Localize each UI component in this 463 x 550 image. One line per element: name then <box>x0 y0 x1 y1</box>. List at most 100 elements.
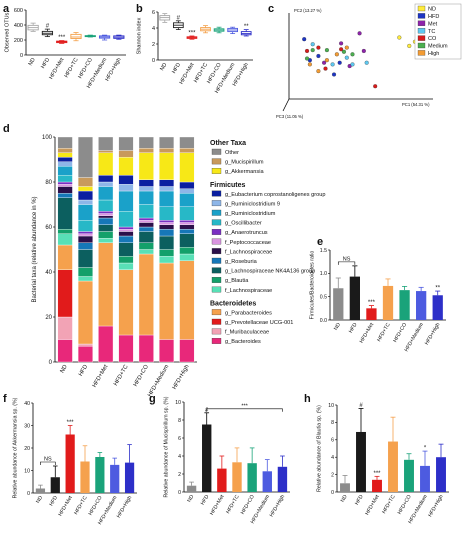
x-tick-label: HFD+High <box>269 494 286 518</box>
stack-segment <box>98 217 114 225</box>
y-tick-label: 20 <box>45 315 52 321</box>
legend-swatch <box>211 257 222 264</box>
stack-segment <box>159 152 175 180</box>
scatter-point <box>316 69 321 74</box>
legend-swatch <box>211 158 222 165</box>
bar <box>124 462 135 493</box>
bar <box>277 466 288 492</box>
bar <box>110 464 120 493</box>
significance-mark: *** <box>373 471 381 477</box>
legend-group-title: Other Taxa <box>210 140 246 147</box>
stack-segment <box>138 152 154 180</box>
y-tick-label: 0 <box>49 360 53 366</box>
y-tick-label: 8 <box>178 418 181 424</box>
stack-segment <box>118 136 134 151</box>
legend-swatch <box>417 28 426 34</box>
y-tick-label: 1.0 <box>320 271 327 277</box>
stack-segment <box>77 186 93 192</box>
legend-label: f_Peptococcaceae <box>225 240 271 246</box>
pc3-axis <box>282 98 290 112</box>
stack-segment <box>159 222 175 225</box>
panel-letter-c: c <box>268 3 274 15</box>
legend-swatch <box>211 286 222 293</box>
y-tick-label: 6 <box>152 10 155 16</box>
x-tick-label: HFD+High <box>116 495 133 519</box>
stack-segment <box>77 280 93 345</box>
x-tick-label: HFD+CO <box>392 322 408 344</box>
scatter-point <box>331 72 337 77</box>
significance-mark: # <box>46 24 50 30</box>
scatter-point <box>316 53 321 59</box>
x-tick-label: HFD+Met <box>92 364 110 389</box>
stacked-bar-5 <box>159 136 175 363</box>
legend-swatch <box>211 277 222 283</box>
y-tick-label: 60 <box>45 225 52 231</box>
legend-label: f_Muribaculaceae <box>225 330 269 336</box>
x-tick-label: ND <box>28 57 37 67</box>
scatter-point <box>344 45 349 50</box>
stack-segment <box>138 231 154 243</box>
bar <box>80 461 90 493</box>
stack-segment <box>118 262 134 270</box>
y-tick-label: 0 <box>152 58 155 64</box>
stack-segment <box>57 152 73 158</box>
stack-segment <box>138 334 154 363</box>
stack-segment <box>57 186 73 194</box>
x-tick-label: HFD+TC <box>73 495 89 516</box>
legend-label: g_Bacteroides <box>225 339 261 345</box>
stack-segment <box>159 186 175 192</box>
bar <box>333 288 344 320</box>
stack-segment <box>57 244 73 270</box>
stack-segment <box>77 231 93 234</box>
x-tick-label: ND <box>159 62 168 72</box>
bar <box>35 488 46 493</box>
stack-segment <box>159 229 175 237</box>
stack-segment <box>138 217 154 221</box>
x-tick-label: ND <box>340 494 349 504</box>
legend-label: CO <box>428 36 437 42</box>
y-tick-label: 200 <box>14 38 23 44</box>
stack-segment <box>98 224 114 232</box>
legend-label: Medium <box>428 44 448 50</box>
legend-label: f_Lachnospiraceae <box>225 288 272 294</box>
significance-bracket <box>206 408 283 412</box>
stack-segment <box>98 175 114 183</box>
legend-swatch <box>211 338 222 344</box>
panel-e: 0.0 0.5 1.0 1.5 Firmicutes/Bacteroidetes rat… <box>309 248 446 353</box>
panel-letter-h: h <box>304 393 311 405</box>
stack-segment <box>77 190 93 201</box>
box-6 <box>240 29 252 37</box>
stack-segment <box>57 166 73 176</box>
stack-segment <box>118 229 134 232</box>
legend-swatch <box>211 318 222 325</box>
stack-segment <box>138 253 154 336</box>
y-axis-label: Relative abundance of Akkermansia sp. (%… <box>12 397 18 498</box>
stack-segment <box>179 220 195 223</box>
stack-segment <box>57 181 73 185</box>
stack-segment <box>77 242 93 250</box>
stack-segment <box>179 339 195 363</box>
scatter-point <box>304 56 310 61</box>
x-tick-label: HFD+CO <box>397 494 413 516</box>
x-tick-label: HFD <box>200 494 211 506</box>
y-tick-label: 10 <box>24 468 30 474</box>
legend-swatch <box>417 5 426 12</box>
scatter-point <box>373 84 378 89</box>
stack-segment <box>138 190 154 205</box>
bracket-label: NS <box>44 457 52 463</box>
stack-segment <box>98 325 114 363</box>
stack-segment <box>57 161 73 167</box>
scatter-point <box>323 66 328 71</box>
x-tick-label: HFD <box>171 62 182 75</box>
stack-segment <box>57 269 73 318</box>
bracket-label: *** <box>241 403 248 409</box>
stack-segment <box>98 215 114 219</box>
legend-swatch <box>211 209 222 216</box>
y-tick-label: 30 <box>24 423 30 429</box>
stack-segment <box>138 186 154 192</box>
y-tick-label: 0 <box>20 53 23 59</box>
scatter-point <box>407 43 412 48</box>
legend-label: ND <box>428 7 436 13</box>
scatter-point <box>397 35 402 40</box>
